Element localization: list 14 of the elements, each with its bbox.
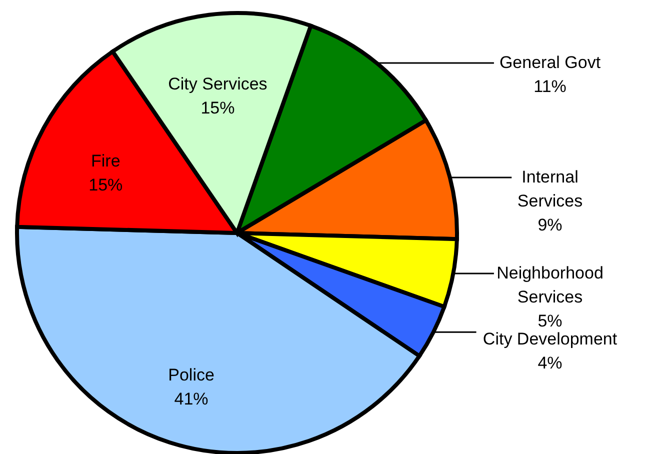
slice-label: Internal Services <box>517 168 583 211</box>
data-label: 4% <box>538 353 562 372</box>
slice-label: Neighborhood Services <box>496 263 604 306</box>
slice-label: City Development <box>482 329 618 348</box>
slice-label: General Govt <box>499 52 601 72</box>
slice-label: City Services <box>168 74 268 94</box>
data-label: 15% <box>88 175 123 194</box>
data-label: 15% <box>200 98 235 118</box>
data-label: 11% <box>534 76 566 96</box>
data-label: 41% <box>174 389 208 408</box>
data-label: 9% <box>538 216 562 235</box>
data-label: 5% <box>538 311 562 330</box>
slice-label: Police <box>168 365 214 384</box>
slice-label: Fire <box>91 151 120 170</box>
